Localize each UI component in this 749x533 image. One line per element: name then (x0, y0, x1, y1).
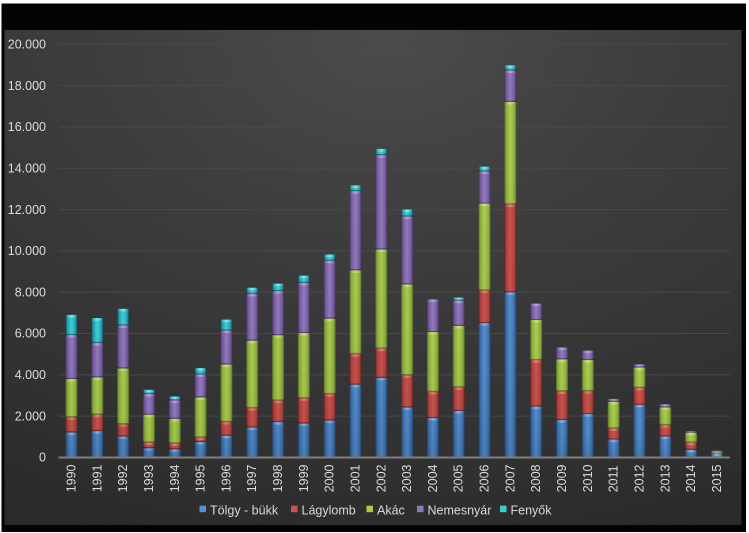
svg-text:2008: 2008 (529, 464, 543, 492)
svg-text:2007: 2007 (503, 464, 517, 492)
svg-text:2001: 2001 (348, 464, 362, 492)
svg-text:Akác: Akác (377, 504, 405, 518)
svg-text:2002: 2002 (374, 464, 388, 492)
svg-text:Lágylomb: Lágylomb (302, 504, 356, 518)
svg-text:2006: 2006 (478, 464, 492, 492)
svg-text:2014: 2014 (684, 464, 698, 492)
svg-text:2012: 2012 (632, 464, 646, 492)
svg-text:1990: 1990 (65, 464, 79, 492)
svg-text:10.000: 10.000 (8, 244, 46, 258)
svg-text:2015: 2015 (710, 464, 724, 492)
svg-text:1996: 1996 (219, 464, 233, 492)
svg-text:1999: 1999 (297, 464, 311, 492)
svg-text:0: 0 (39, 451, 46, 465)
svg-text:2000: 2000 (323, 464, 337, 492)
svg-text:2011: 2011 (607, 465, 621, 492)
svg-text:Tölgy - bükk: Tölgy - bükk (210, 504, 279, 518)
svg-text:1991: 1991 (90, 464, 104, 492)
svg-text:1998: 1998 (271, 464, 285, 492)
svg-text:2003: 2003 (400, 464, 414, 492)
svg-text:Nemesnyár: Nemesnyár (428, 504, 492, 518)
svg-text:2004: 2004 (426, 464, 440, 492)
svg-text:4.000: 4.000 (15, 368, 46, 382)
svg-text:2005: 2005 (452, 464, 466, 492)
svg-text:1993: 1993 (142, 464, 156, 492)
svg-text:16.000: 16.000 (8, 120, 46, 134)
svg-text:2013: 2013 (658, 464, 672, 492)
svg-text:2010: 2010 (581, 464, 595, 492)
svg-text:14.000: 14.000 (8, 161, 46, 175)
svg-text:2009: 2009 (555, 464, 569, 492)
svg-text:1994: 1994 (168, 464, 182, 492)
svg-text:1992: 1992 (116, 464, 130, 492)
svg-text:2.000: 2.000 (15, 409, 46, 423)
svg-text:8.000: 8.000 (15, 285, 46, 299)
svg-text:18.000: 18.000 (8, 79, 46, 93)
svg-text:12.000: 12.000 (8, 203, 46, 217)
svg-text:Fenyők: Fenyők (511, 504, 553, 518)
svg-text:20.000: 20.000 (8, 38, 46, 52)
svg-text:1997: 1997 (245, 464, 259, 492)
svg-text:6.000: 6.000 (15, 327, 46, 341)
svg-text:1995: 1995 (194, 464, 208, 492)
